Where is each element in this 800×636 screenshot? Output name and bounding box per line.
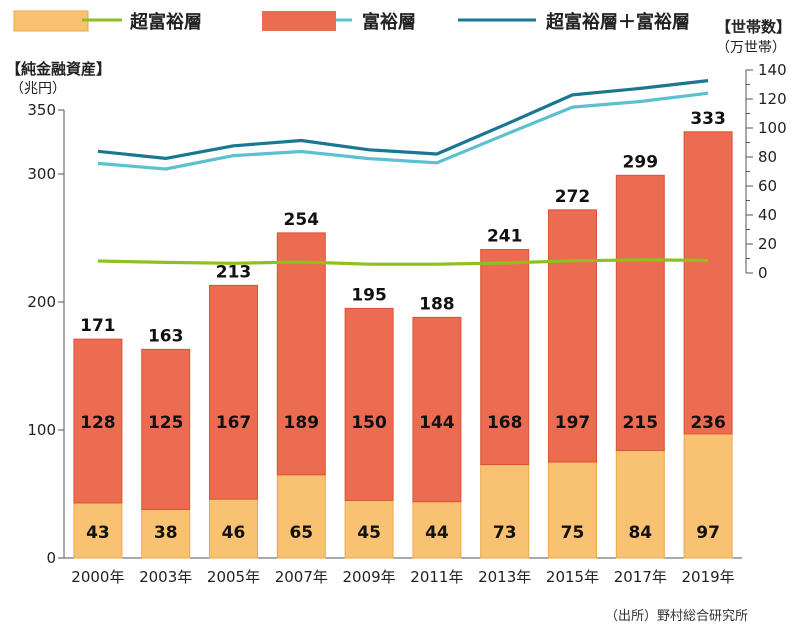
right-tick-label: 20 xyxy=(758,235,777,253)
left-axis-title: 【純金融資産】 xyxy=(6,60,111,78)
bar-ultra xyxy=(73,502,123,559)
category-labels: 2000年 2003年 2005年 2007年 2009年 2011年 2013年 2015年… xyxy=(71,568,734,586)
bar-total-label: 195 xyxy=(351,285,387,305)
bar-wealthy-label: 189 xyxy=(284,413,320,433)
legend-label-ultra: 超富裕層 xyxy=(130,11,202,33)
bar-total-label: 299 xyxy=(623,152,659,172)
right-axis-title: 【世帯数】 xyxy=(716,18,791,36)
category-label: 2005年 xyxy=(207,568,260,586)
bar-wealthy xyxy=(615,174,665,451)
bar-ultra xyxy=(548,461,597,559)
bar-total-label: 188 xyxy=(419,294,455,314)
category-label: 2011年 xyxy=(410,568,463,586)
right-tick-label: 80 xyxy=(758,148,777,166)
category-label: 2003年 xyxy=(139,568,192,586)
bar-wealthy-label: 150 xyxy=(351,413,387,433)
legend-label-wealthy: 富裕層 xyxy=(362,11,416,33)
left-tick-label: 300 xyxy=(27,165,56,183)
legend: 超富裕層 富裕層 超富裕層＋富裕層 xyxy=(13,10,690,33)
left-tick-label: 0 xyxy=(46,549,56,567)
bar-labels: 171 43 128 163 38 125 213 46 167 254 65 189 195 45 150… xyxy=(80,109,726,543)
left-tick-label: 200 xyxy=(27,293,56,311)
bar-total-label: 333 xyxy=(690,109,726,129)
left-tick-label: 350 xyxy=(27,101,56,119)
bar-ultra-label: 38 xyxy=(154,523,178,543)
bar-wealthy-label: 167 xyxy=(216,413,252,433)
bar-wealthy xyxy=(412,316,462,503)
bar-ultra-label: 43 xyxy=(86,523,110,543)
category-label: 2017年 xyxy=(614,568,667,586)
bar-ultra-label: 65 xyxy=(289,523,313,543)
bar-total-label: 171 xyxy=(80,316,116,336)
bar-total-label: 241 xyxy=(487,227,523,247)
bar-ultra xyxy=(209,498,258,559)
line-wealthy xyxy=(97,91,709,171)
right-axis: 0 20 40 60 80 100 120 140 xyxy=(745,61,787,282)
bar-ultra-label: 44 xyxy=(425,523,449,543)
bar-wealthy xyxy=(344,307,394,501)
bar-wealthy xyxy=(683,131,733,435)
bar-wealthy xyxy=(548,209,597,463)
right-tick-label: 60 xyxy=(758,177,777,195)
left-axis-unit: （兆円） xyxy=(10,81,66,97)
bar-wealthy-label: 128 xyxy=(80,413,116,433)
category-label: 2009年 xyxy=(343,568,396,586)
category-label: 2015年 xyxy=(546,568,599,586)
bar-ultra-label: 45 xyxy=(357,523,381,543)
bar-ultra xyxy=(683,433,733,559)
bars xyxy=(73,131,733,559)
right-tick-label: 120 xyxy=(758,90,787,108)
category-label: 2000年 xyxy=(71,568,124,586)
bar-total-label: 254 xyxy=(284,210,320,230)
category-label: 2019年 xyxy=(682,568,735,586)
bar-total-label: 272 xyxy=(555,187,591,207)
bar-ultra xyxy=(141,508,191,559)
category-label: 2007年 xyxy=(275,568,328,586)
bar-wealthy xyxy=(209,284,258,500)
right-tick-label: 140 xyxy=(758,61,787,79)
bar-ultra-label: 84 xyxy=(628,523,652,543)
bar-wealthy-label: 236 xyxy=(690,413,726,433)
bar-ultra xyxy=(480,464,530,559)
bar-wealthy xyxy=(141,348,191,510)
bar-total-label: 163 xyxy=(148,326,184,346)
left-tick-label: 100 xyxy=(27,421,56,439)
category-label: 2013年 xyxy=(478,568,531,586)
legend-swatch-ultra-bar xyxy=(13,10,89,32)
bar-wealthy xyxy=(480,249,530,466)
bar-ultra-label: 73 xyxy=(493,523,517,543)
right-axis-unit: （万世帯） xyxy=(716,40,786,56)
bar-wealthy-label: 125 xyxy=(148,413,184,433)
bar-ultra xyxy=(344,499,394,559)
bar-ultra-label: 75 xyxy=(561,523,585,543)
right-tick-label: 40 xyxy=(758,206,777,224)
bar-wealthy-label: 168 xyxy=(487,413,523,433)
right-tick-label: 0 xyxy=(758,264,768,282)
bar-ultra xyxy=(615,449,665,559)
bar-ultra-label: 97 xyxy=(696,523,720,543)
bar-ultra xyxy=(276,474,326,559)
lines xyxy=(97,79,709,266)
line-combined xyxy=(97,79,709,160)
bar-wealthy-label: 215 xyxy=(623,413,659,433)
legend-swatch-wealthy-bar xyxy=(262,11,336,31)
legend-label-combined: 超富裕層＋富裕層 xyxy=(546,11,690,33)
right-tick-label: 100 xyxy=(758,119,787,137)
bar-wealthy-label: 197 xyxy=(555,413,591,433)
bar-wealthy xyxy=(276,232,326,476)
bar-ultra xyxy=(412,501,462,559)
line-ultra xyxy=(97,258,709,266)
bar-total-label: 213 xyxy=(216,262,252,282)
bar-wealthy xyxy=(73,338,123,504)
source-note: （出所）野村総合研究所 xyxy=(605,609,748,624)
bar-ultra-label: 46 xyxy=(222,523,246,543)
bar-wealthy-label: 144 xyxy=(419,413,455,433)
